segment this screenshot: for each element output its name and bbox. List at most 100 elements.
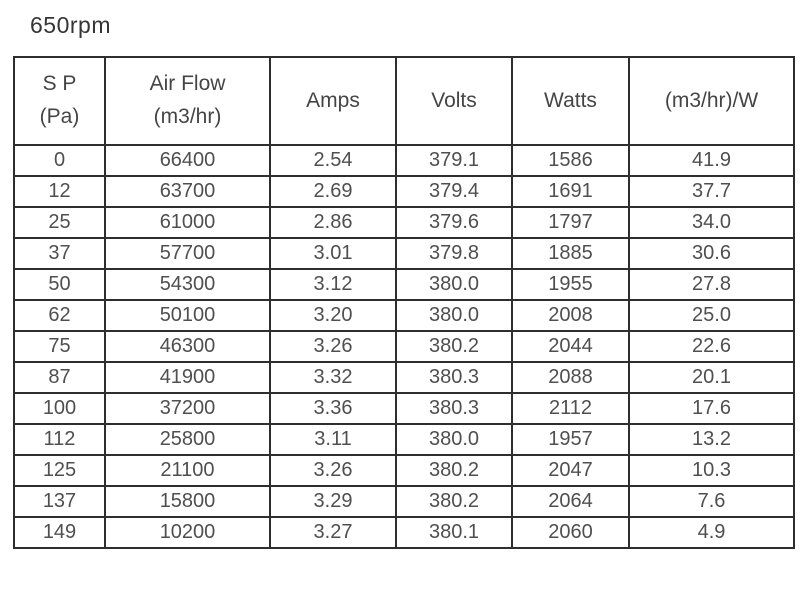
table-cell: 57700 — [104, 237, 271, 270]
table-cell: 41.9 — [628, 144, 795, 177]
table-cell: 380.2 — [395, 485, 513, 518]
table-row: 112 25800 3.11 380.0 1957 13.2 — [13, 423, 795, 456]
table-cell: 2008 — [511, 299, 630, 332]
table-cell: 37200 — [104, 392, 271, 425]
table-cell: 30.6 — [628, 237, 795, 270]
table-cell: 63700 — [104, 175, 271, 208]
column-header-amps: Amps — [269, 56, 397, 146]
table-cell: 380.2 — [395, 454, 513, 487]
table-cell: 10200 — [104, 516, 271, 549]
table-cell: 46300 — [104, 330, 271, 363]
table-cell: 13.2 — [628, 423, 795, 456]
table-cell: 17.6 — [628, 392, 795, 425]
table-cell: 379.4 — [395, 175, 513, 208]
table-cell: 137 — [13, 485, 106, 518]
table-cell: 22.6 — [628, 330, 795, 363]
table-cell: 37 — [13, 237, 106, 270]
table-cell: 34.0 — [628, 206, 795, 239]
table-cell: 50100 — [104, 299, 271, 332]
table-cell: 2060 — [511, 516, 630, 549]
table-cell: 3.32 — [269, 361, 397, 394]
column-header-air-flow: Air Flow (m3/hr) — [104, 56, 271, 146]
table-cell: 25 — [13, 206, 106, 239]
table-cell: 1885 — [511, 237, 630, 270]
table-row: 50 54300 3.12 380.0 1955 27.8 — [13, 268, 795, 301]
table-cell: 0 — [13, 144, 106, 177]
table-cell: 12 — [13, 175, 106, 208]
table-cell: 2.54 — [269, 144, 397, 177]
table-cell: 27.8 — [628, 268, 795, 301]
table-cell: 149 — [13, 516, 106, 549]
table-cell: 380.3 — [395, 361, 513, 394]
table-cell: 380.2 — [395, 330, 513, 363]
table-cell: 2064 — [511, 485, 630, 518]
table-cell: 21100 — [104, 454, 271, 487]
table-cell: 380.0 — [395, 423, 513, 456]
table-row: 0 66400 2.54 379.1 1586 41.9 — [13, 144, 795, 177]
table-cell: 3.26 — [269, 330, 397, 363]
table-cell: 2.69 — [269, 175, 397, 208]
table-row: 87 41900 3.32 380.3 2088 20.1 — [13, 361, 795, 394]
table-cell: 3.26 — [269, 454, 397, 487]
column-header-watts: Watts — [511, 56, 630, 146]
table-cell: 1797 — [511, 206, 630, 239]
table-cell: 87 — [13, 361, 106, 394]
table-cell: 1586 — [511, 144, 630, 177]
table-cell: 41900 — [104, 361, 271, 394]
column-header-volts: Volts — [395, 56, 513, 146]
table-row: 125 21100 3.26 380.2 2047 10.3 — [13, 454, 795, 487]
table-cell: 380.0 — [395, 299, 513, 332]
table-cell: 1691 — [511, 175, 630, 208]
table-cell: 62 — [13, 299, 106, 332]
table-row: 37 57700 3.01 379.8 1885 30.6 — [13, 237, 795, 270]
table-row: 149 10200 3.27 380.1 2060 4.9 — [13, 516, 795, 549]
column-header-sp: S P (Pa) — [13, 56, 106, 146]
table-row: 25 61000 2.86 379.6 1797 34.0 — [13, 206, 795, 239]
table-row: 100 37200 3.36 380.3 2112 17.6 — [13, 392, 795, 425]
table-row: 12 63700 2.69 379.4 1691 37.7 — [13, 175, 795, 208]
table-cell: 3.01 — [269, 237, 397, 270]
table-cell: 2047 — [511, 454, 630, 487]
table-cell: 7.6 — [628, 485, 795, 518]
table-cell: 3.12 — [269, 268, 397, 301]
table-cell: 3.11 — [269, 423, 397, 456]
table-header-row: S P (Pa) Air Flow (m3/hr) Amps Volts Watts (m3/… — [13, 56, 795, 146]
table-body: 0 66400 2.54 379.1 1586 41.9 12 63700 2.69 379.4 1… — [13, 144, 795, 549]
table-cell: 15800 — [104, 485, 271, 518]
table-row: 62 50100 3.20 380.0 2008 25.0 — [13, 299, 795, 332]
table-cell: 3.20 — [269, 299, 397, 332]
table-row: 75 46300 3.26 380.2 2044 22.6 — [13, 330, 795, 363]
table-cell: 1957 — [511, 423, 630, 456]
performance-table: S P (Pa) Air Flow (m3/hr) Amps Volts Watts (m3/… — [13, 56, 795, 549]
table-cell: 379.8 — [395, 237, 513, 270]
table-cell: 2044 — [511, 330, 630, 363]
table-cell: 20.1 — [628, 361, 795, 394]
table-cell: 2.86 — [269, 206, 397, 239]
table-cell: 2088 — [511, 361, 630, 394]
table-cell: 380.0 — [395, 268, 513, 301]
table-cell: 3.27 — [269, 516, 397, 549]
table-cell: 50 — [13, 268, 106, 301]
table-cell: 125 — [13, 454, 106, 487]
table-cell: 1955 — [511, 268, 630, 301]
table-cell: 380.1 — [395, 516, 513, 549]
table-cell: 25800 — [104, 423, 271, 456]
table-cell: 100 — [13, 392, 106, 425]
table-cell: 25.0 — [628, 299, 795, 332]
table-cell: 3.29 — [269, 485, 397, 518]
table-cell: 75 — [13, 330, 106, 363]
table-row: 137 15800 3.29 380.2 2064 7.6 — [13, 485, 795, 518]
table-cell: 66400 — [104, 144, 271, 177]
table-cell: 379.6 — [395, 206, 513, 239]
table-cell: 54300 — [104, 268, 271, 301]
table-cell: 112 — [13, 423, 106, 456]
table-cell: 61000 — [104, 206, 271, 239]
page-title: 650rpm — [30, 12, 111, 38]
table-cell: 380.3 — [395, 392, 513, 425]
table-cell: 37.7 — [628, 175, 795, 208]
table-cell: 2112 — [511, 392, 630, 425]
column-header-efficiency: (m3/hr)/W — [628, 56, 795, 146]
table-cell: 3.36 — [269, 392, 397, 425]
table-cell: 4.9 — [628, 516, 795, 549]
